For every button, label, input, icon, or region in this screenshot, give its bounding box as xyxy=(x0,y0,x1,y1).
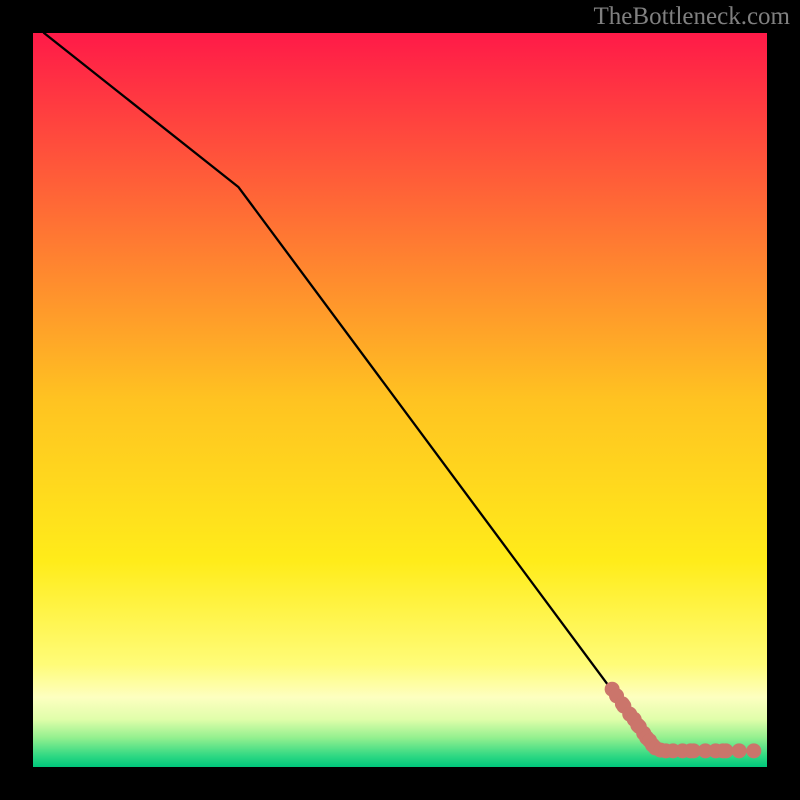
plot-background xyxy=(33,33,767,767)
scatter-point xyxy=(732,743,747,758)
watermark-text: TheBottleneck.com xyxy=(594,3,790,31)
gradient-plot xyxy=(33,33,767,767)
outer-frame: TheBottleneck.com xyxy=(0,0,800,800)
scatter-point xyxy=(746,743,761,758)
scatter-point xyxy=(718,743,733,758)
